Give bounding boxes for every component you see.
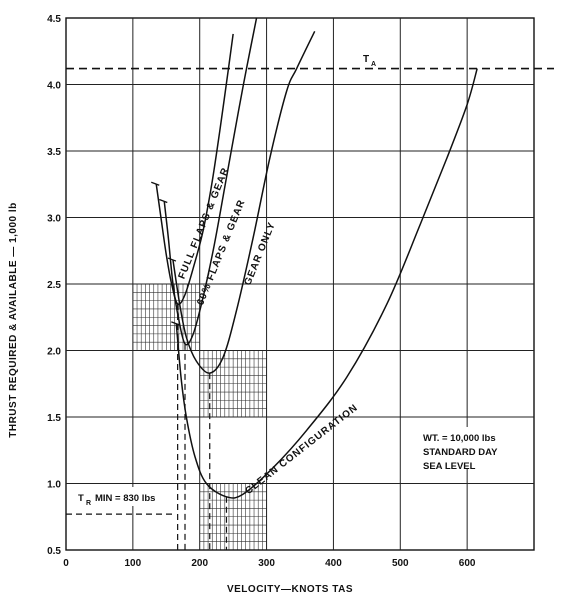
labels: 0 100 200 300 400 500 600 0.5 1.0 1.5 2.0 2.5 3.0 3.5… — [47, 14, 476, 569]
series-label: CLEAN CONFIGURATION — [243, 402, 360, 497]
x-tick-label: 0 — [63, 558, 69, 569]
y-tick-label: 1.0 — [47, 480, 61, 491]
y-tick-label: 0.5 — [47, 546, 61, 557]
weight-note: WT. = 10,000 lbs — [423, 433, 496, 444]
x-tick-label: 500 — [392, 558, 409, 569]
grid — [65, 17, 535, 551]
x-tick-label: 600 — [459, 558, 476, 569]
stall-tick — [159, 198, 168, 204]
y-axis-title: THRUST REQUIRED & AVAILABLE — 1,000 lb — [8, 202, 19, 438]
y-tick-label: 2.5 — [47, 280, 61, 291]
x-axis-title: VELOCITY—KNOTS TAS — [227, 584, 353, 595]
x-tick-label: 100 — [125, 558, 142, 569]
stall-tick — [151, 181, 160, 186]
series-line-4 — [175, 68, 478, 499]
tr-min-subscript: R — [86, 500, 91, 507]
curves — [66, 17, 554, 550]
standard-day-note: STANDARD DAY — [423, 447, 498, 458]
y-tick-label: 4.5 — [47, 14, 61, 25]
x-tick-label: 300 — [258, 558, 275, 569]
series-label: FULL FLAPS & GEAR — [177, 166, 232, 281]
conditions-annotation: WT. = 10,000 lbs STANDARD DAY SEA LEVEL — [420, 427, 498, 472]
series-label: GEAR ONLY — [242, 220, 277, 287]
y-tick-label: 3.5 — [47, 147, 61, 158]
series-line-2 — [163, 17, 258, 346]
tr-min-prefix: T — [78, 493, 84, 504]
hatch-region — [199, 350, 267, 418]
series-line-1 — [155, 33, 234, 306]
tr-min-text: MIN = 830 lbs — [95, 493, 155, 504]
ta-subscript: A — [371, 61, 377, 68]
y-tick-label: 2.0 — [47, 347, 61, 358]
tr-min-annotation: T R MIN = 830 lbs — [70, 487, 157, 507]
stall-tick — [167, 257, 177, 262]
sea-level-note: SEA LEVEL — [423, 461, 476, 472]
y-tick-label: 4.0 — [47, 81, 61, 92]
ta-label: T — [363, 54, 370, 65]
series-line-3 — [172, 30, 316, 374]
x-tick-label: 200 — [191, 558, 208, 569]
y-tick-label: 3.0 — [47, 214, 61, 225]
thrust-available-label: T A — [363, 54, 377, 68]
y-tick-label: 1.5 — [47, 413, 61, 424]
x-tick-label: 400 — [325, 558, 342, 569]
